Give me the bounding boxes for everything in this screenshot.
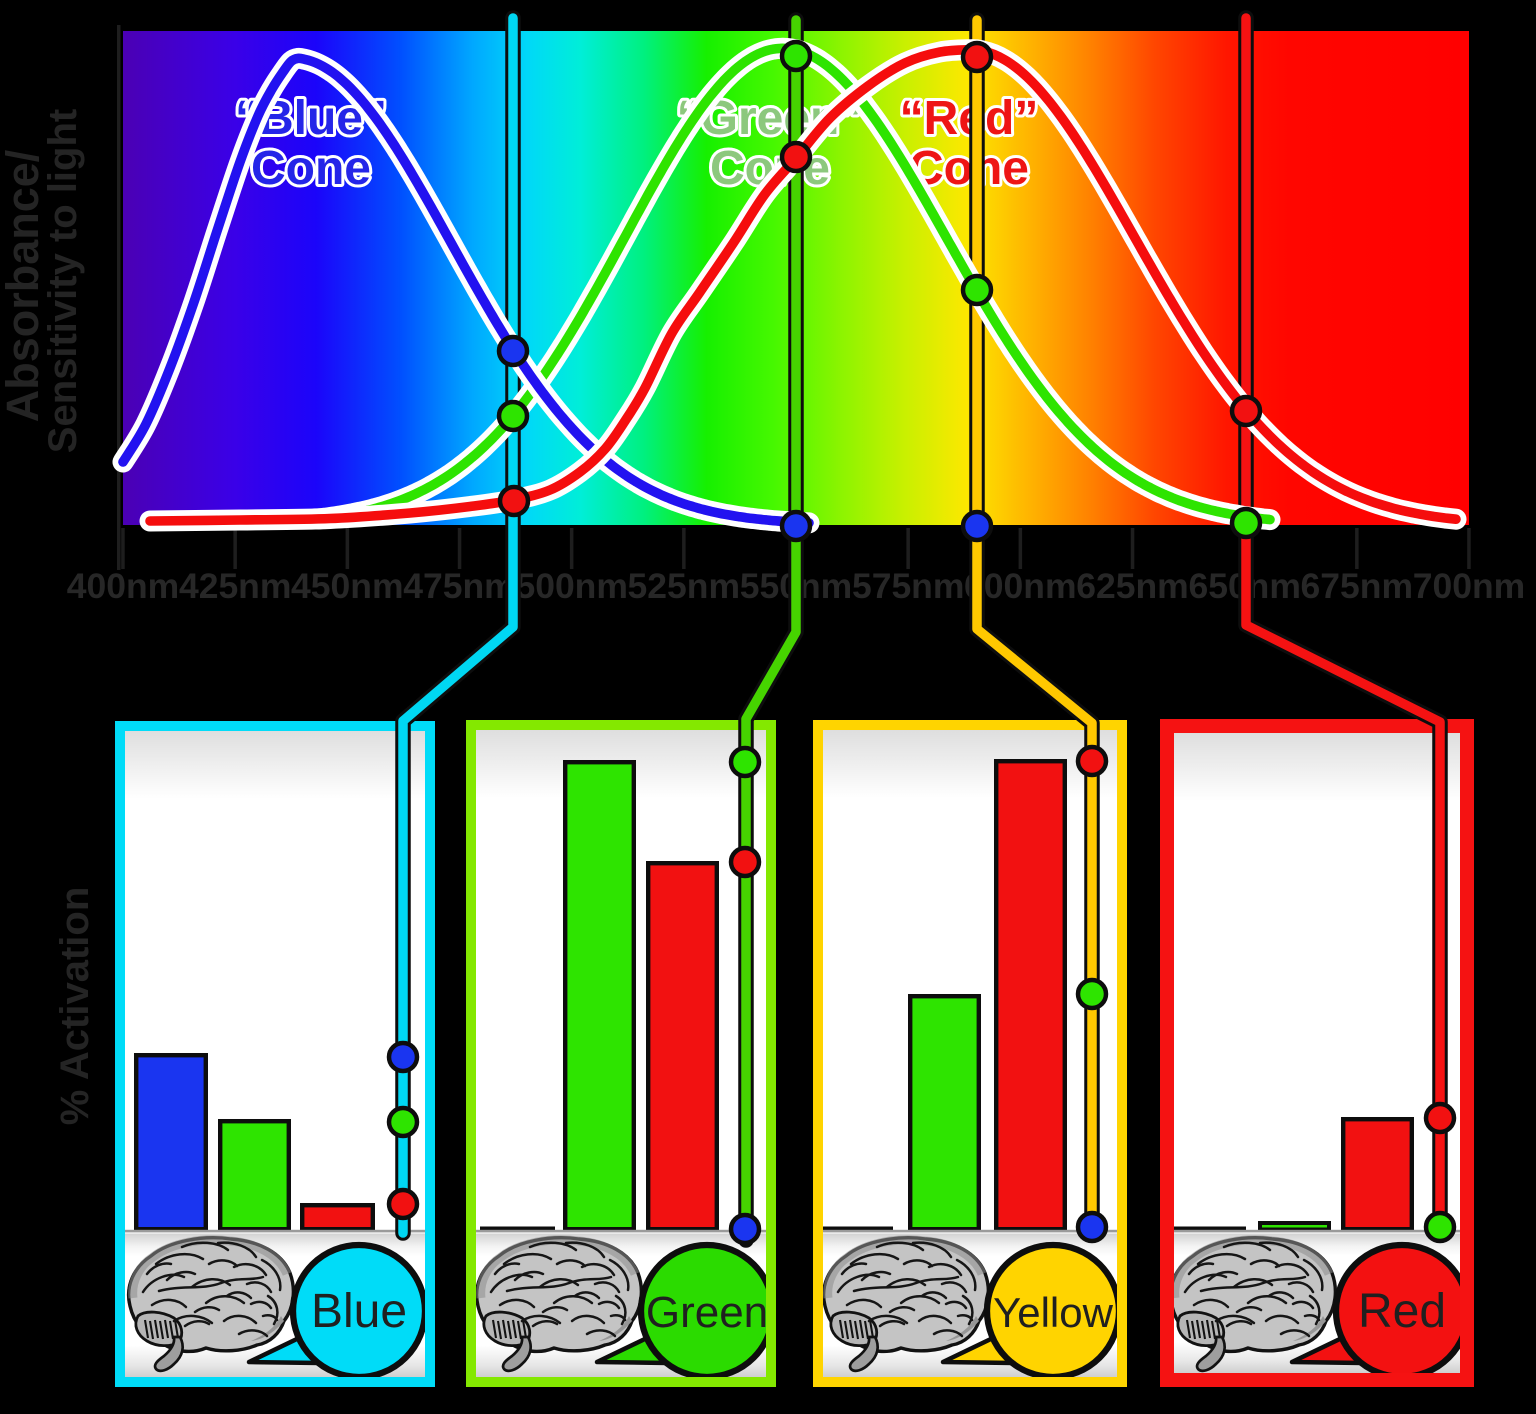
svg-text:400nm: 400nm bbox=[67, 566, 179, 606]
svg-text:675nm: 675nm bbox=[1301, 566, 1413, 606]
svg-text:525nm: 525nm bbox=[628, 566, 740, 606]
svg-text:Green: Green bbox=[646, 1288, 768, 1337]
svg-text:450nm: 450nm bbox=[291, 566, 403, 606]
svg-text:Cone: Cone bbox=[909, 142, 1029, 195]
svg-text:Absorbance/: Absorbance/ bbox=[0, 149, 48, 422]
svg-text:Red: Red bbox=[1358, 1285, 1446, 1338]
svg-text:425nm: 425nm bbox=[179, 566, 291, 606]
svg-text:700nm: 700nm bbox=[1413, 566, 1525, 606]
svg-text:“Red”: “Red” bbox=[900, 92, 1039, 145]
svg-text:Yellow: Yellow bbox=[993, 1289, 1114, 1336]
svg-text:Cone: Cone bbox=[251, 142, 371, 195]
svg-text:Blue: Blue bbox=[311, 1285, 407, 1338]
svg-text:% Activation: % Activation bbox=[53, 887, 97, 1126]
svg-text:475nm: 475nm bbox=[403, 566, 515, 606]
svg-text:500nm: 500nm bbox=[515, 566, 627, 606]
svg-text:Sensitivity to light: Sensitivity to light bbox=[41, 109, 85, 453]
svg-text:575nm: 575nm bbox=[852, 566, 964, 606]
svg-text:625nm: 625nm bbox=[1076, 566, 1188, 606]
